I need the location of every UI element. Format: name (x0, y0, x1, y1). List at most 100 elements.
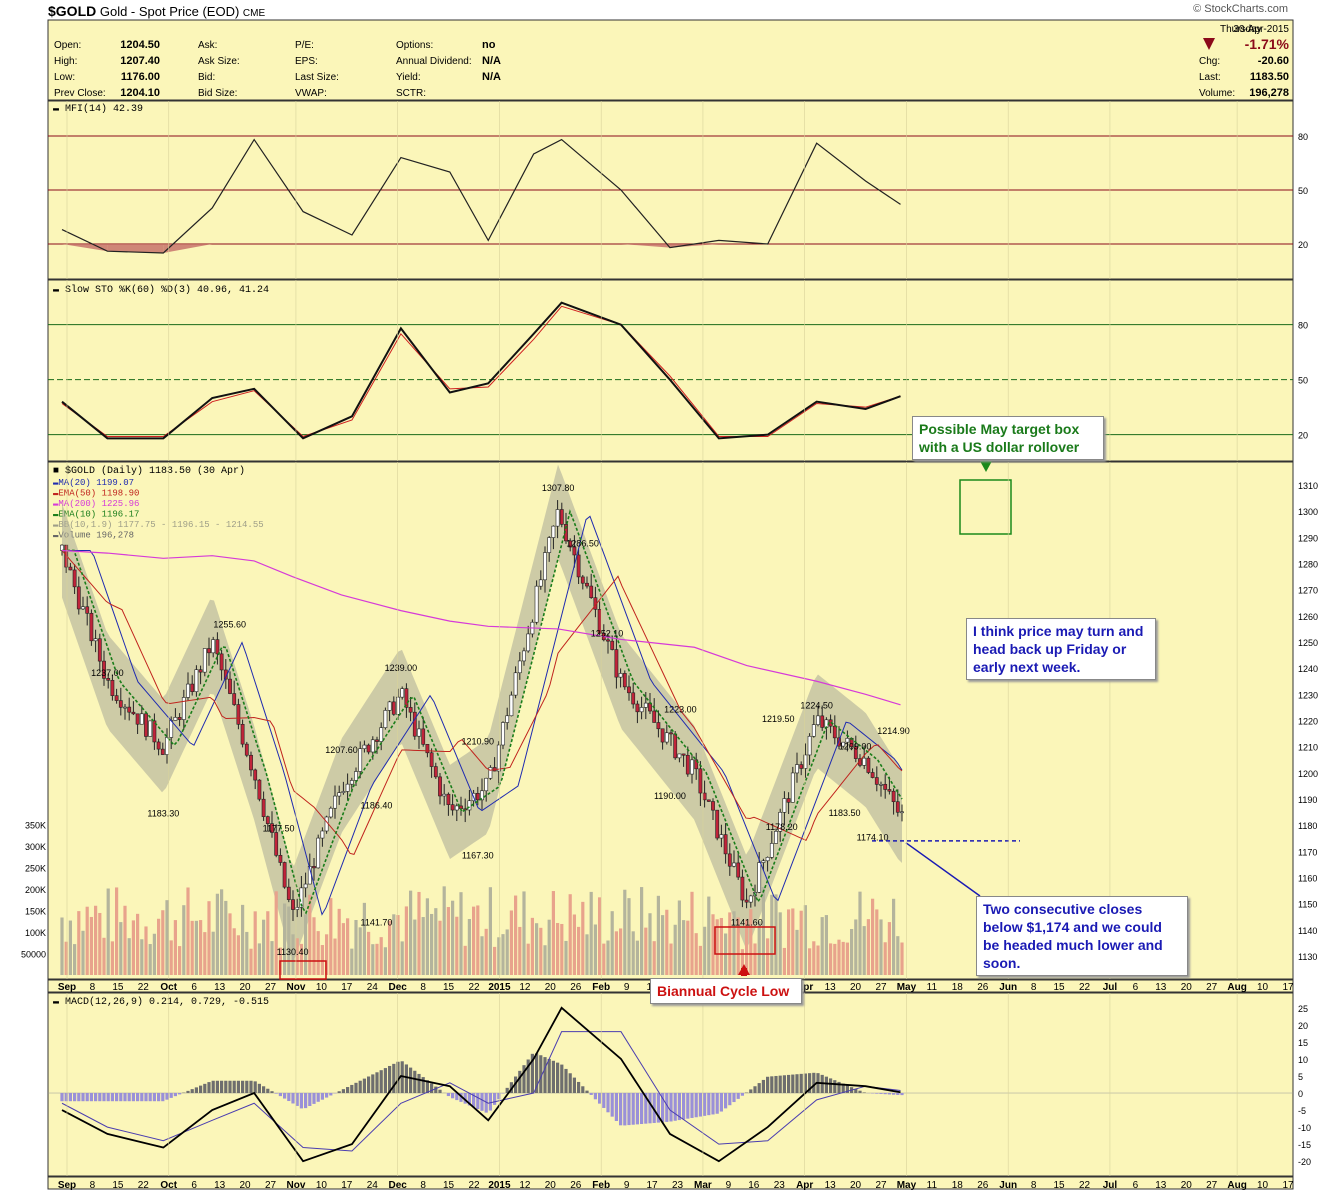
volume-bar (77, 911, 81, 975)
macd-histogram-bar (278, 1093, 282, 1097)
macd-histogram-bar (631, 1093, 635, 1125)
volume-bar (703, 926, 707, 975)
volume-bar (383, 947, 387, 975)
price-label: 1214.90 (877, 726, 910, 736)
volume-bar (442, 886, 446, 975)
candle-body (555, 509, 560, 527)
volume-bar (127, 938, 131, 975)
macd-histogram-bar (896, 1093, 900, 1095)
candle-body (412, 711, 417, 737)
candle-body (375, 739, 379, 742)
volume-bar (585, 934, 589, 975)
x-axis-label: 27 (1206, 1180, 1218, 1191)
volume-bar (186, 887, 190, 975)
macd-histogram-bar (304, 1093, 308, 1109)
candle-body (295, 907, 300, 910)
candle-body (740, 876, 745, 901)
volume-bar (115, 887, 119, 975)
volume-bar (829, 943, 833, 975)
volume-bar (312, 917, 316, 975)
volume-bar (341, 923, 345, 975)
candle-body (102, 660, 106, 679)
candle-body (559, 509, 564, 525)
x-axis-label: 17 (1282, 982, 1294, 993)
macd-histogram-bar (711, 1093, 715, 1115)
volume-bar (169, 940, 173, 975)
volume-bar (631, 931, 635, 975)
x-axis-label: 20 (240, 1180, 252, 1191)
candle-body (165, 737, 169, 755)
volume-bar (140, 939, 144, 975)
volume-bar (627, 898, 631, 975)
macd-histogram-bar (203, 1083, 207, 1094)
macd-histogram-bar (463, 1093, 467, 1104)
macd-histogram-bar (341, 1089, 345, 1094)
volume-bar (358, 927, 362, 975)
macd-histogram-bar (753, 1086, 757, 1094)
x-axis-label: 6 (1133, 1180, 1139, 1191)
candle-body (534, 585, 539, 623)
candle-body (261, 798, 266, 817)
macd-histogram-bar (656, 1093, 660, 1123)
macd-histogram-bar (577, 1081, 581, 1094)
candle-body (475, 792, 480, 801)
candle-body (757, 862, 762, 893)
volume-tick-label: 300K (25, 842, 46, 852)
x-axis-label: 15 (112, 1180, 124, 1191)
candle-body (883, 783, 888, 790)
candle-body (547, 537, 552, 553)
macd-histogram-bar (161, 1093, 165, 1102)
mfi-oversold-fill (163, 244, 213, 253)
volume-tick-label: 350K (25, 820, 46, 830)
macd-histogram-bar (459, 1093, 463, 1102)
price-label: 1130.40 (277, 947, 309, 957)
x-axis-label: Mar (694, 1180, 712, 1191)
low-box-mar (714, 926, 776, 955)
volume-bar (623, 889, 627, 975)
volume-bar (812, 941, 816, 975)
x-axis-label: Feb (592, 1180, 610, 1191)
macd-tick-label: 20 (1298, 1021, 1308, 1031)
mfi-tick-label: 50 (1298, 186, 1308, 196)
macd-histogram-bar (690, 1093, 694, 1118)
price-legend-item: ▬Volume 196,278 (53, 531, 134, 541)
x-axis-label: 27 (265, 1180, 277, 1191)
x-axis-label: 27 (875, 982, 887, 993)
volume-bar (165, 900, 169, 975)
volume-tick-label: 50000 (21, 949, 46, 959)
candle-body (652, 710, 657, 723)
volume-bar (543, 945, 547, 975)
volume-bar (400, 941, 404, 975)
candle-body (799, 764, 804, 769)
volume-bar (190, 920, 194, 975)
x-axis-label: Apr (796, 1180, 813, 1191)
price-legend-item: ▬MA(20) 1199.07 (53, 478, 134, 488)
candle-body (291, 899, 295, 910)
volume-bar (606, 940, 610, 975)
volume-bar (199, 920, 203, 975)
candle-body (622, 673, 627, 688)
candle-body (698, 768, 703, 794)
macd-histogram-bar (379, 1070, 383, 1094)
price-label: 1252.10 (591, 629, 624, 639)
candle-body (370, 739, 375, 753)
candle-body (543, 552, 547, 581)
candle-body (627, 686, 631, 694)
volume-bar (73, 944, 77, 975)
x-axis-label: Sep (58, 982, 76, 993)
volume-bar (362, 902, 366, 975)
candle-body (417, 728, 421, 737)
macd-histogram-bar (770, 1076, 774, 1094)
candle-body (148, 720, 153, 737)
macd-histogram-bar (257, 1083, 261, 1094)
volume-bar (308, 894, 312, 975)
sto-d-line (61, 305, 901, 438)
x-axis-label: 22 (138, 1180, 150, 1191)
macd-histogram-bar (64, 1093, 68, 1102)
ma200-line (61, 549, 901, 706)
candle-body (614, 649, 619, 678)
volume-bar (635, 940, 639, 975)
x-axis-label: Aug (1227, 982, 1246, 993)
x-axis-label: 27 (1206, 982, 1218, 993)
macd-histogram-bar (782, 1075, 786, 1094)
